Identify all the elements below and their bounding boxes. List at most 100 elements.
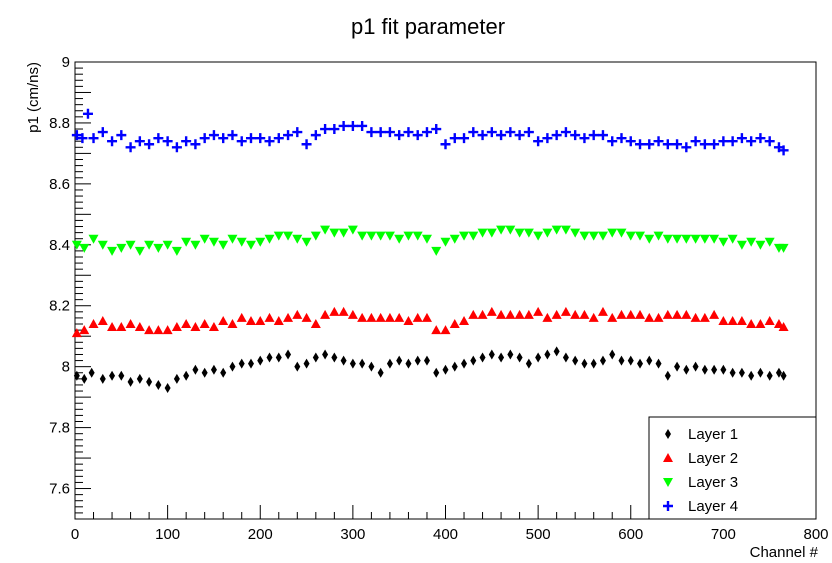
data-point <box>468 309 479 319</box>
data-point <box>227 130 238 141</box>
data-point <box>155 379 162 390</box>
data-point <box>220 367 227 378</box>
data-point <box>210 364 217 375</box>
data-point <box>208 322 219 332</box>
data-point <box>320 124 331 135</box>
data-point <box>171 322 182 332</box>
data-point <box>347 225 358 235</box>
data-point <box>778 322 789 332</box>
data-point <box>551 225 562 235</box>
data-point <box>97 315 108 325</box>
data-point <box>653 231 664 241</box>
data-point <box>412 130 423 141</box>
data-point <box>599 355 606 366</box>
data-point <box>283 312 294 322</box>
data-point <box>173 373 180 384</box>
legend-label-layer-4: Layer 4 <box>688 498 738 515</box>
data-point <box>394 130 405 141</box>
data-point <box>273 231 284 241</box>
x-tick-label: 0 <box>71 526 79 543</box>
data-point <box>662 234 673 244</box>
chart-title: p1 fit parameter <box>351 14 505 39</box>
data-point <box>199 319 210 329</box>
data-point <box>320 309 331 319</box>
data-point <box>349 358 356 369</box>
data-point <box>414 355 421 366</box>
data-point <box>572 355 579 366</box>
data-point <box>662 139 673 150</box>
data-point <box>486 127 497 138</box>
data-point <box>236 237 247 247</box>
data-point <box>773 319 784 329</box>
data-point <box>107 322 118 332</box>
data-point <box>635 309 646 319</box>
data-point <box>384 127 395 138</box>
data-point <box>479 352 486 363</box>
data-point <box>560 306 571 316</box>
data-point <box>616 228 627 238</box>
data-point <box>616 309 627 319</box>
data-point <box>625 309 636 319</box>
data-point <box>496 309 507 319</box>
data-point <box>780 370 787 381</box>
data-point <box>727 315 738 325</box>
data-point <box>144 325 155 335</box>
data-point <box>116 322 127 332</box>
data-point <box>653 312 664 322</box>
data-point <box>403 127 414 138</box>
data-point <box>692 361 699 372</box>
data-point <box>699 234 710 244</box>
x-tick-label: 300 <box>340 526 365 543</box>
data-point <box>368 361 375 372</box>
data-point <box>245 240 256 250</box>
data-point <box>134 322 145 332</box>
x-tick-label: 100 <box>155 526 180 543</box>
data-point <box>507 349 514 360</box>
data-point <box>681 309 692 319</box>
data-point <box>459 231 470 241</box>
data-point <box>662 309 673 319</box>
data-point <box>146 376 153 387</box>
data-point <box>514 130 525 141</box>
data-point <box>190 240 201 250</box>
data-point <box>757 367 764 378</box>
data-point <box>162 136 173 147</box>
data-point <box>255 315 266 325</box>
data-point <box>718 136 729 147</box>
data-point <box>109 370 116 381</box>
data-point <box>199 133 210 144</box>
data-point <box>190 139 201 150</box>
legend-marker-layer-1 <box>665 429 671 439</box>
data-point <box>312 352 319 363</box>
data-point <box>153 325 164 335</box>
data-point <box>542 312 553 322</box>
data-point <box>736 133 747 144</box>
data-point <box>153 243 164 253</box>
data-point <box>709 139 720 150</box>
data-point <box>292 309 303 319</box>
data-point <box>264 312 275 322</box>
data-point <box>322 349 329 360</box>
data-point <box>579 231 590 241</box>
series-layer-4 <box>71 108 789 156</box>
x-axis-title: Channel # <box>750 544 819 561</box>
data-point <box>377 367 384 378</box>
legend: Layer 1 Layer 2 Layer 3 Layer 4 <box>648 416 817 520</box>
data-point <box>775 367 782 378</box>
x-tick-label: 400 <box>433 526 458 543</box>
data-point <box>470 355 477 366</box>
data-point <box>405 358 412 369</box>
data-point <box>525 358 532 369</box>
data-point <box>505 309 516 319</box>
data-point <box>579 133 590 144</box>
data-point <box>672 234 683 244</box>
data-point <box>162 325 173 335</box>
data-point <box>125 319 136 329</box>
legend-label-layer-2: Layer 2 <box>688 450 738 467</box>
data-point <box>433 367 440 378</box>
data-point <box>461 358 468 369</box>
data-point <box>88 133 99 144</box>
data-point <box>560 225 571 235</box>
data-point <box>690 234 701 244</box>
data-point <box>294 361 301 372</box>
